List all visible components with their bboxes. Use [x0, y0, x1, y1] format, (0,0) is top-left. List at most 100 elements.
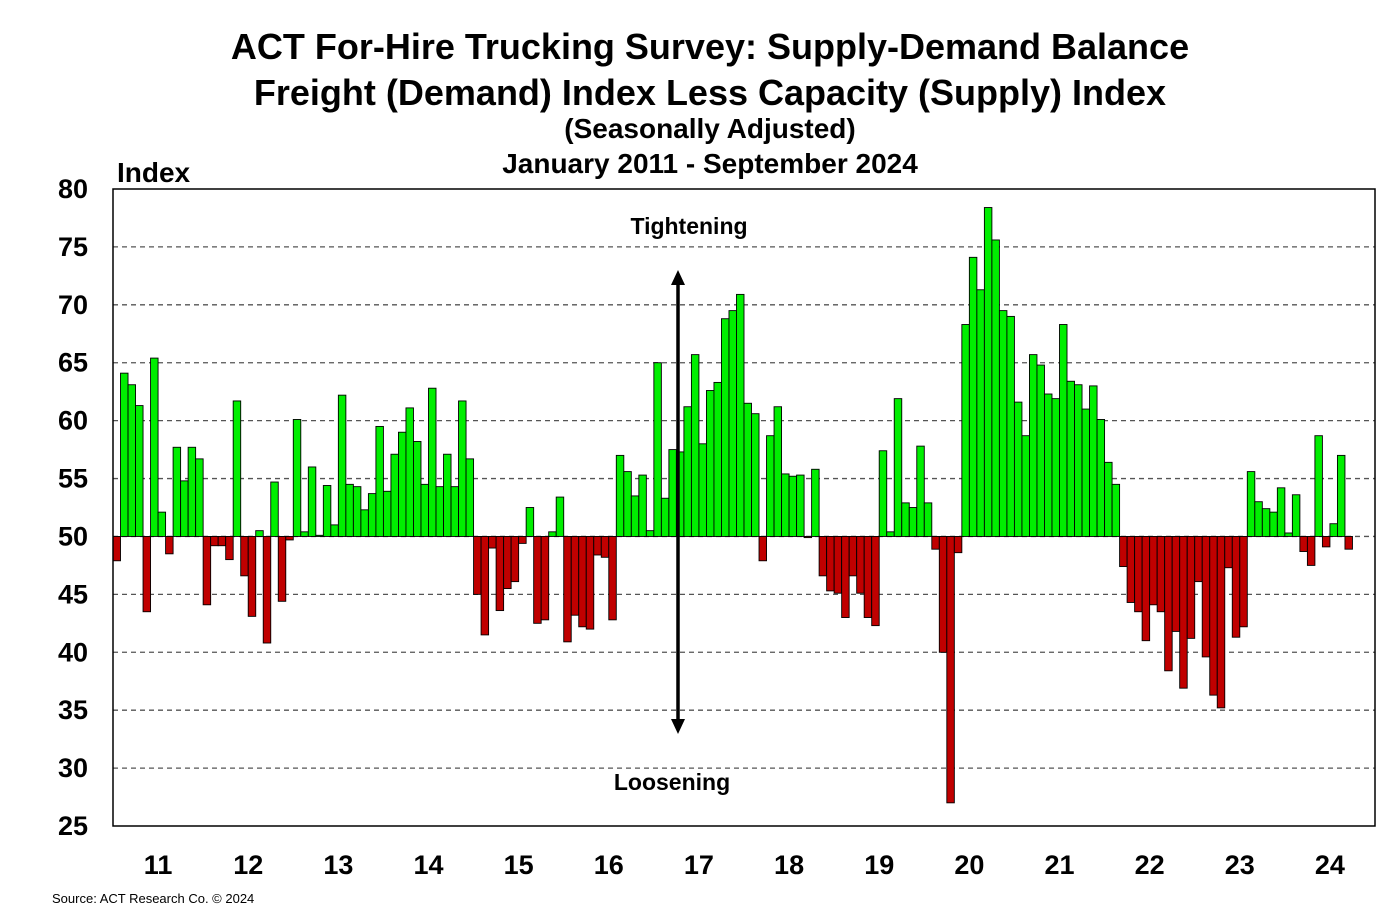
bar	[1111, 483, 1121, 537]
bar	[1216, 536, 1226, 709]
bar	[180, 480, 189, 537]
bar	[1336, 454, 1346, 537]
bar	[1321, 536, 1331, 548]
bar	[690, 354, 700, 537]
bar	[195, 458, 204, 537]
bar	[1314, 435, 1323, 537]
bar	[172, 446, 182, 537]
bar	[1141, 536, 1151, 642]
bar	[578, 536, 587, 628]
bar	[826, 536, 835, 592]
chart-title: ACT For-Hire Trucking Survey: Supply-Dem…	[230, 26, 1190, 67]
x-tick-label: 15	[504, 850, 534, 880]
bar	[1081, 408, 1090, 537]
y-tick-label: 30	[58, 753, 88, 783]
bar	[112, 536, 121, 562]
bar	[337, 394, 347, 537]
bar	[1299, 536, 1308, 552]
bar	[991, 239, 1000, 537]
bar	[923, 502, 933, 537]
y-tick-label: 80	[58, 174, 88, 204]
bar	[976, 289, 985, 537]
bar	[1179, 536, 1188, 689]
x-tick-label: 22	[1135, 850, 1165, 880]
bar	[803, 536, 813, 539]
bar	[758, 536, 767, 562]
bar	[893, 398, 903, 537]
x-tick-label: 12	[233, 850, 263, 880]
bar	[480, 536, 490, 636]
x-tick-label: 13	[323, 850, 353, 880]
bar	[135, 405, 144, 537]
bar	[968, 256, 978, 537]
bar	[788, 475, 798, 537]
bar	[878, 450, 888, 537]
bar	[585, 536, 595, 630]
bar	[277, 536, 287, 602]
bar	[736, 293, 745, 537]
bar	[375, 425, 384, 537]
bar	[382, 490, 392, 537]
x-tick-label: 14	[413, 850, 443, 880]
bar	[593, 536, 602, 556]
bar	[1291, 494, 1301, 537]
bar	[142, 536, 152, 613]
bar	[1126, 536, 1136, 603]
bar	[533, 536, 542, 624]
bar	[352, 486, 362, 537]
bar	[240, 536, 249, 577]
bar	[660, 497, 670, 537]
bar	[1269, 511, 1278, 537]
bar	[322, 485, 332, 537]
bar	[563, 536, 572, 643]
bar	[1066, 380, 1075, 537]
bar	[503, 536, 512, 590]
bar	[841, 536, 850, 618]
bar	[1329, 523, 1338, 537]
bar	[818, 536, 828, 577]
chart-subtitle-2: (Seasonally Adjusted)	[564, 113, 856, 144]
bar	[307, 466, 317, 537]
bar	[165, 536, 174, 555]
y-tick-label: 35	[58, 695, 88, 725]
y-tick-label: 60	[58, 406, 88, 436]
y-tick-label: 45	[58, 579, 88, 609]
x-tick-label: 16	[594, 850, 624, 880]
bar	[938, 536, 948, 653]
bar	[773, 406, 783, 537]
bar	[555, 496, 565, 537]
x-tick-label: 21	[1044, 850, 1074, 880]
bar	[901, 502, 910, 537]
bar	[1254, 501, 1263, 537]
bar	[548, 531, 557, 537]
bar	[645, 530, 655, 537]
x-tick-label: 23	[1225, 850, 1255, 880]
bar	[540, 536, 550, 621]
bar	[1194, 536, 1203, 583]
y-tick-label: 55	[58, 464, 88, 494]
bar	[833, 536, 843, 594]
chart-subtitle: Freight (Demand) Index Less Capacity (Su…	[253, 72, 1167, 113]
bar	[698, 443, 707, 537]
x-tick-label: 19	[864, 850, 894, 880]
bar	[863, 536, 873, 618]
bar	[946, 536, 955, 804]
bar	[871, 536, 880, 627]
bar	[1164, 536, 1173, 672]
bar	[766, 435, 775, 537]
bar	[157, 511, 167, 537]
bar	[210, 536, 219, 547]
bar	[1036, 364, 1045, 537]
y-tick-label: 75	[58, 232, 88, 262]
bar	[743, 402, 752, 537]
x-tick-label: 24	[1315, 850, 1345, 880]
bar	[150, 357, 159, 537]
plot-frame	[112, 188, 1376, 827]
bar	[1239, 536, 1248, 628]
bar	[285, 536, 294, 541]
bar	[217, 536, 227, 547]
bar	[367, 493, 377, 537]
bar	[713, 381, 722, 537]
bar	[360, 509, 369, 537]
bar	[983, 207, 993, 537]
